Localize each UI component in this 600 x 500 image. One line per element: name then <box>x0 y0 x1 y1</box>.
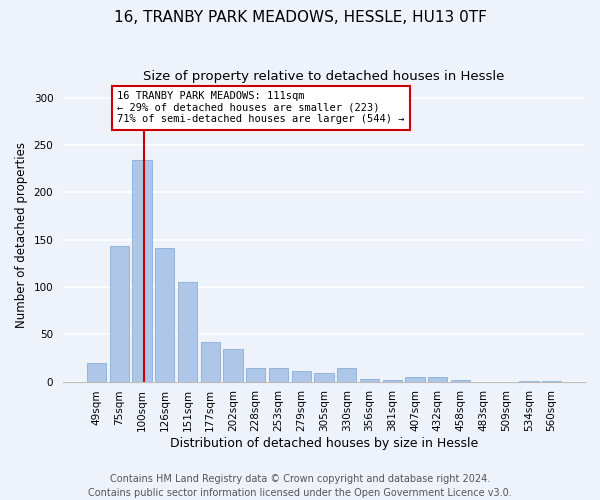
Bar <box>406 377 425 382</box>
Bar <box>132 160 152 382</box>
Text: 16, TRANBY PARK MEADOWS, HESSLE, HU13 0TF: 16, TRANBY PARK MEADOWS, HESSLE, HU13 0T… <box>113 10 487 25</box>
Bar <box>87 363 106 382</box>
Title: Size of property relative to detached houses in Hessle: Size of property relative to detached ho… <box>143 70 505 83</box>
Bar <box>337 368 356 382</box>
Y-axis label: Number of detached properties: Number of detached properties <box>15 142 28 328</box>
Text: Contains HM Land Registry data © Crown copyright and database right 2024.
Contai: Contains HM Land Registry data © Crown c… <box>88 474 512 498</box>
Bar <box>542 380 561 382</box>
Bar <box>155 248 175 382</box>
Bar <box>383 380 402 382</box>
Bar <box>519 380 539 382</box>
X-axis label: Distribution of detached houses by size in Hessle: Distribution of detached houses by size … <box>170 437 478 450</box>
Bar <box>269 368 288 382</box>
Bar <box>110 246 129 382</box>
Bar <box>360 379 379 382</box>
Text: 16 TRANBY PARK MEADOWS: 111sqm
← 29% of detached houses are smaller (223)
71% of: 16 TRANBY PARK MEADOWS: 111sqm ← 29% of … <box>117 91 404 124</box>
Bar <box>200 342 220 382</box>
Bar <box>314 373 334 382</box>
Bar <box>178 282 197 382</box>
Bar <box>292 372 311 382</box>
Bar <box>428 377 448 382</box>
Bar <box>451 380 470 382</box>
Bar <box>246 368 265 382</box>
Bar <box>223 348 242 382</box>
